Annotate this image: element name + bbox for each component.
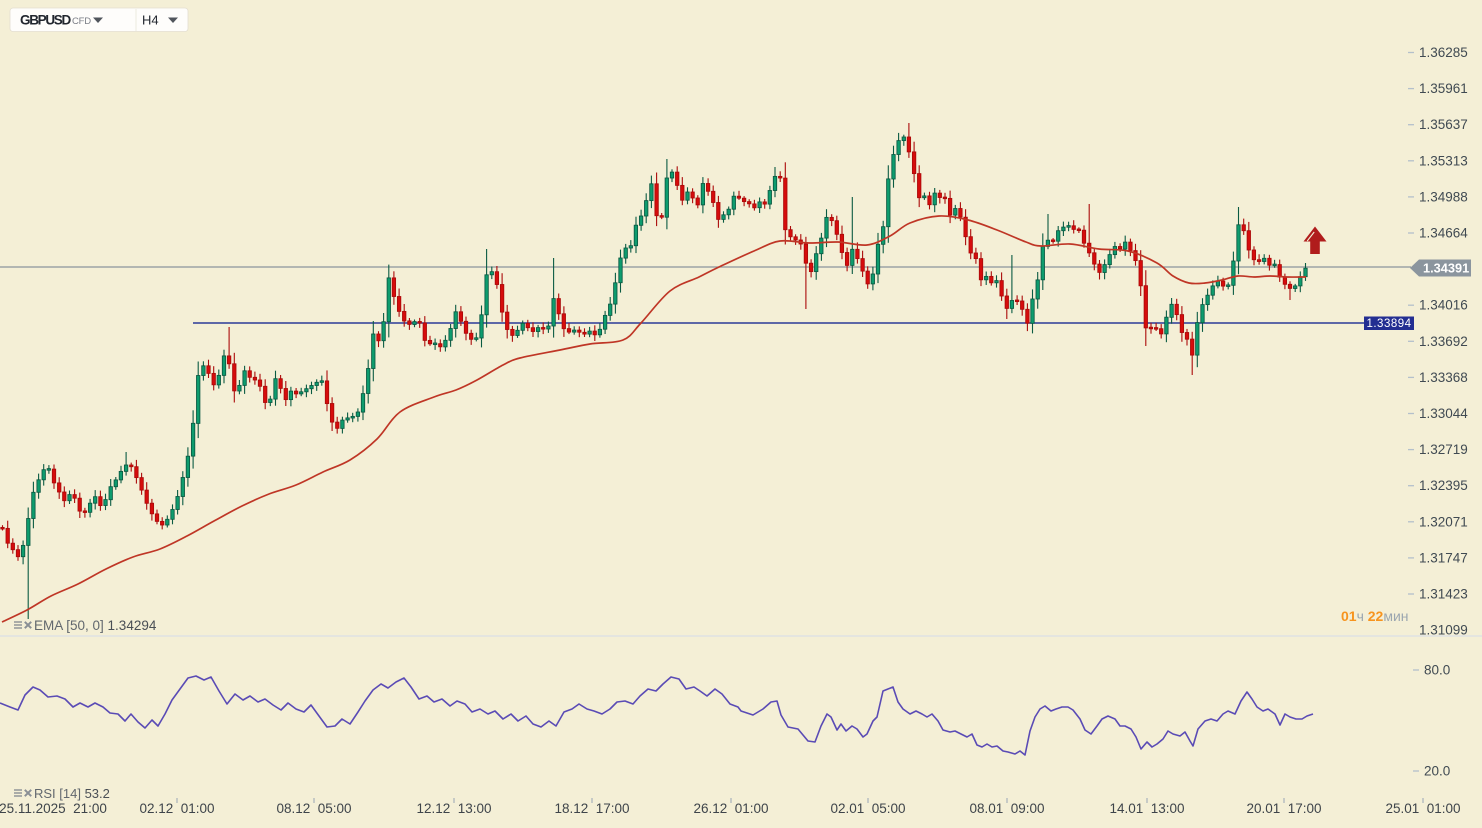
svg-text:20.0: 20.0 [1424,764,1450,779]
svg-text:26.12 01:00: 26.12 01:00 [693,801,768,816]
svg-text:1.33894: 1.33894 [1366,318,1411,330]
svg-text:1.32071: 1.32071 [1419,514,1468,529]
svg-text:1.34391: 1.34391 [1423,261,1469,276]
svg-text:RSI [14] 53.2: RSI [14] 53.2 [34,786,110,801]
svg-text:02.01 05:00: 02.01 05:00 [830,801,905,816]
svg-text:1.35961: 1.35961 [1419,81,1468,96]
svg-text:1.31423: 1.31423 [1419,587,1468,602]
svg-text:02.12 01:00: 02.12 01:00 [139,801,214,816]
svg-text:12.12 13:00: 12.12 13:00 [416,801,491,816]
svg-text:1.32395: 1.32395 [1419,478,1468,493]
svg-text:1.35313: 1.35313 [1419,153,1468,168]
svg-text:80.0: 80.0 [1424,663,1450,678]
svg-text:EMA [50, 0] 1.34294: EMA [50, 0] 1.34294 [34,618,157,633]
svg-text:1.34016: 1.34016 [1419,298,1468,313]
svg-text:1.33044: 1.33044 [1419,406,1468,421]
svg-text:CFD: CFD [72,16,91,27]
svg-text:1.34988: 1.34988 [1419,189,1468,204]
svg-text:H4: H4 [142,13,159,28]
svg-text:25.01 01:00: 25.01 01:00 [1385,801,1460,816]
svg-text:08.12 05:00: 08.12 05:00 [276,801,351,816]
svg-text:01ч 22мин: 01ч 22мин [1341,608,1409,624]
svg-text:14.01 13:00: 14.01 13:00 [1109,801,1184,816]
svg-text:1.33368: 1.33368 [1419,370,1468,385]
svg-text:1.33692: 1.33692 [1419,334,1468,349]
svg-text:1.31099: 1.31099 [1419,623,1468,638]
svg-text:GBPUSD: GBPUSD [20,13,72,28]
svg-text:1.32719: 1.32719 [1419,442,1468,457]
svg-text:18.12 17:00: 18.12 17:00 [554,801,629,816]
svg-text:25.11.2025 21:00: 25.11.2025 21:00 [0,801,107,816]
svg-text:1.31747: 1.31747 [1419,550,1468,565]
svg-text:1.35637: 1.35637 [1419,117,1468,132]
svg-text:1.36285: 1.36285 [1419,45,1468,60]
svg-text:1.34664: 1.34664 [1419,226,1468,241]
svg-text:20.01 17:00: 20.01 17:00 [1246,801,1321,816]
svg-text:08.01 09:00: 08.01 09:00 [969,801,1044,816]
